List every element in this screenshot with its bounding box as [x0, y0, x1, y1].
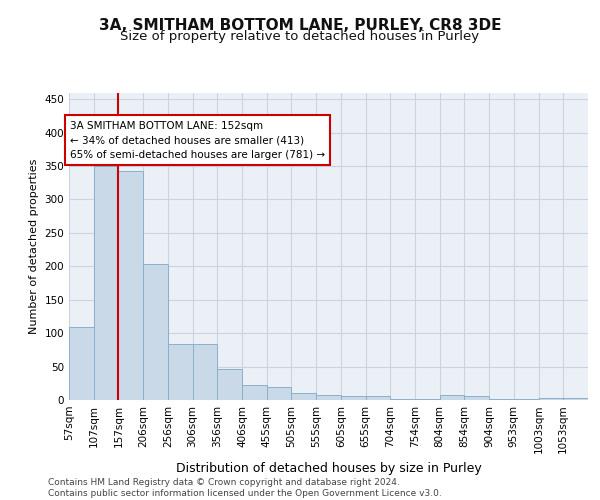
Bar: [365, 396, 390, 400]
Bar: [316, 394, 341, 400]
Bar: [440, 394, 464, 400]
Bar: [242, 384, 267, 400]
Bar: [193, 344, 217, 400]
Text: 3A SMITHAM BOTTOM LANE: 152sqm
← 34% of detached houses are smaller (413)
65% of: 3A SMITHAM BOTTOM LANE: 152sqm ← 34% of …: [70, 120, 325, 160]
Y-axis label: Number of detached properties: Number of detached properties: [29, 158, 39, 334]
Bar: [69, 327, 94, 400]
Bar: [539, 398, 563, 400]
Text: Contains HM Land Registry data © Crown copyright and database right 2024.
Contai: Contains HM Land Registry data © Crown c…: [48, 478, 442, 498]
Bar: [143, 264, 168, 400]
Bar: [118, 172, 143, 400]
Bar: [292, 394, 316, 400]
Bar: [94, 166, 118, 400]
Bar: [563, 398, 588, 400]
X-axis label: Distribution of detached houses by size in Purley: Distribution of detached houses by size …: [176, 462, 481, 475]
Text: Size of property relative to detached houses in Purley: Size of property relative to detached ho…: [121, 30, 479, 43]
Bar: [217, 369, 242, 400]
Bar: [341, 396, 365, 400]
Bar: [267, 386, 292, 400]
Text: 3A, SMITHAM BOTTOM LANE, PURLEY, CR8 3DE: 3A, SMITHAM BOTTOM LANE, PURLEY, CR8 3DE: [99, 18, 501, 32]
Bar: [464, 396, 489, 400]
Bar: [168, 344, 193, 400]
